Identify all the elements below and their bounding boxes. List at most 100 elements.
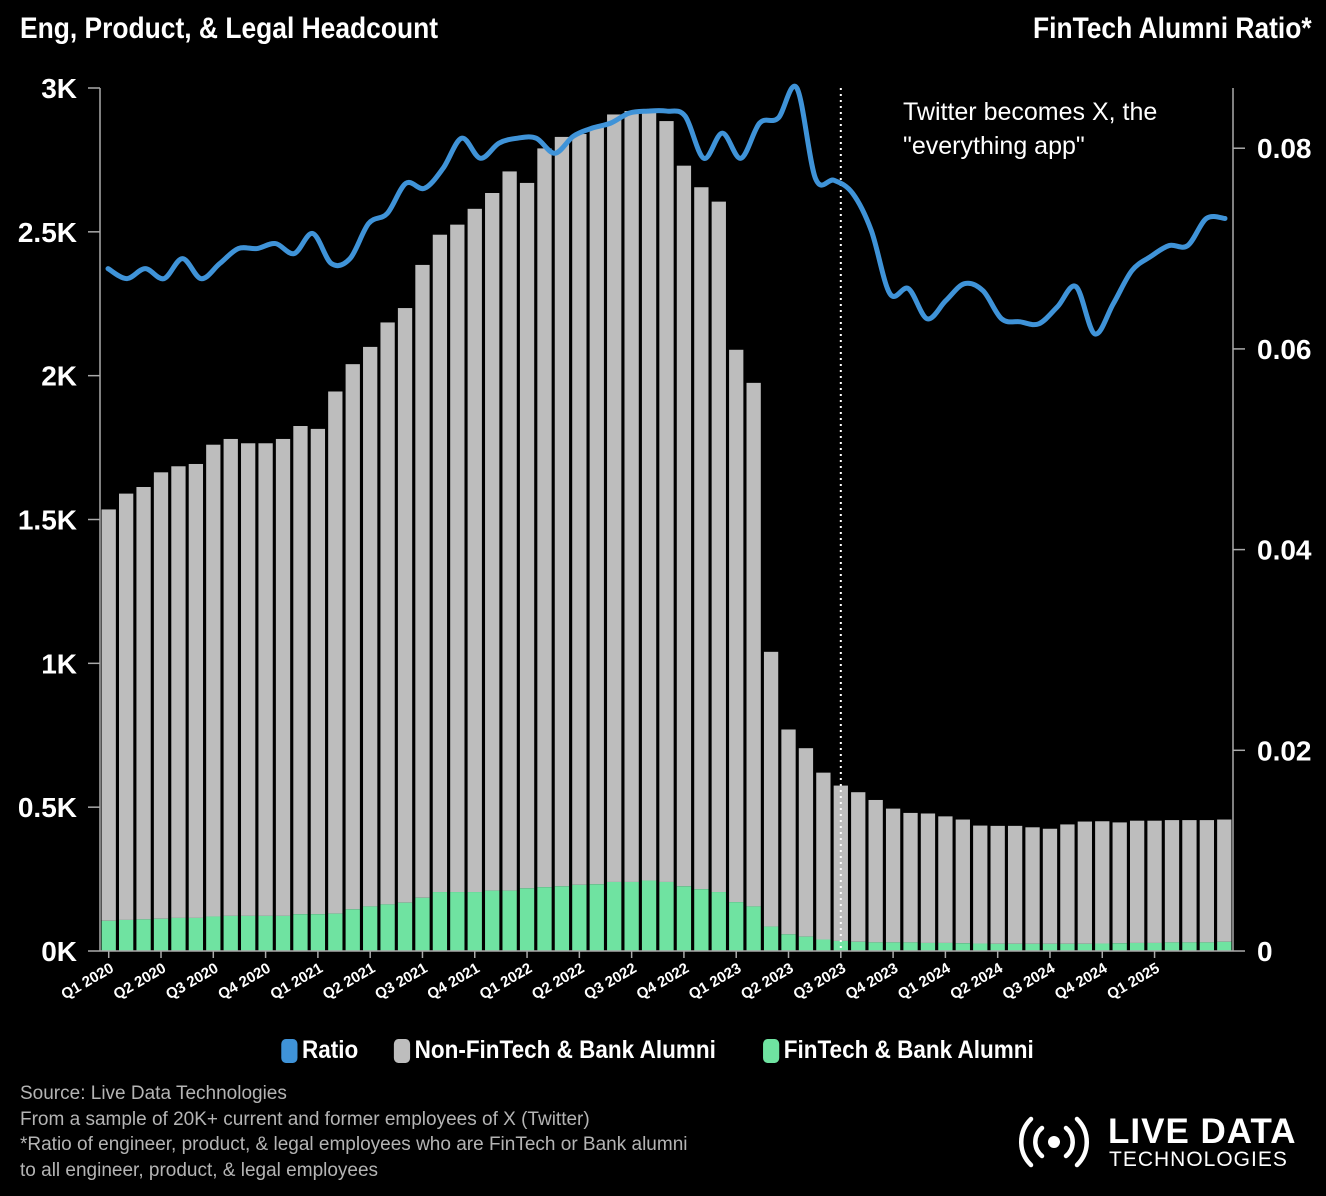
x-axis-tick-label: Q3 2020 [163,960,221,1003]
x-axis-tick-label: Q4 2023 [843,960,901,1003]
legend-swatch-non-fintech [394,1038,411,1063]
bar-fintech [293,914,308,951]
legend-item-ratio: Ratio [281,1036,358,1065]
bar-non-fintech [816,772,831,940]
bar-fintech [763,926,779,951]
bar-fintech [816,939,831,951]
bar-fintech [1077,943,1092,951]
bar-fintech [415,897,430,951]
bar-fintech [502,890,517,951]
logo-text-technologies: TECHNOLOGIES [1109,1148,1288,1171]
annotation-text-line2: "everything app" [903,132,1085,160]
live-data-technologies-logo: LIVE DATA TECHNOLOGIES [1016,1112,1316,1172]
bar-fintech [641,880,657,951]
ratio-footnote-line-2: to all engineer, product, & legal employ… [20,1159,379,1181]
bar-fintech [363,906,378,951]
x-axis-tick-label: Q3 2023 [790,960,848,1003]
x-axis-tick-label: Q4 2022 [634,960,692,1003]
right-axis-tick-label: 0.06 [1257,334,1312,365]
x-axis-tick-label: Q3 2021 [372,960,430,1003]
right-axis-tick-label: 0 [1257,936,1273,967]
bar-fintech [903,942,918,951]
bar-fintech [920,942,936,951]
logo-text-live-data: LIVE DATA [1108,1112,1297,1151]
legend-label-fintech: FinTech & Bank Alumni [783,1036,1034,1064]
bar-non-fintech [450,224,465,893]
source-notes: Source: Live Data Technologies From a sa… [20,1081,688,1183]
bar-non-fintech [345,364,360,910]
bar-fintech [746,906,761,951]
bar-non-fintech [1217,819,1232,942]
right-axis-tick-label: 0.02 [1257,735,1312,766]
bar-non-fintech [920,813,936,943]
bar-non-fintech [763,651,779,927]
bar-non-fintech [171,466,186,918]
legend: Ratio Non-FinTech & Bank Alumni FinTech … [0,1036,1326,1065]
x-axis-tick-label: Q2 2022 [529,960,587,1003]
bar-fintech [485,890,500,951]
bar-non-fintech [1077,821,1092,944]
left-axis-tick-label: 2K [41,361,77,392]
bar-fintech [1129,942,1145,951]
bar-non-fintech [310,428,326,915]
bar-fintech [572,884,587,951]
bar-non-fintech [694,187,709,890]
bar-non-fintech [1199,820,1215,943]
bar-non-fintech [729,349,744,903]
bar-non-fintech [258,443,273,916]
bar-fintech [990,943,1005,951]
bar-non-fintech [572,134,587,885]
chart-title-right: FinTech Alumni Ratio* [1033,12,1312,45]
bar-non-fintech [990,825,1005,944]
right-axis-tick-label: 0.04 [1257,535,1312,566]
bar-non-fintech [973,825,988,944]
chart-title-left: Eng, Product, & Legal Headcount [20,12,439,45]
bar-fintech [223,915,238,951]
bar-fintech [1199,942,1215,951]
bar-non-fintech [781,729,796,935]
x-axis-tick-label: Q1 2025 [1104,960,1162,1003]
bar-fintech [467,892,482,951]
bar-fintech [973,943,988,951]
bar-non-fintech [607,114,622,882]
bar-non-fintech [676,165,692,887]
bar-non-fintech [206,444,221,917]
bar-non-fintech [1025,827,1040,944]
bar-fintech [833,940,848,951]
bar-non-fintech [711,201,726,893]
bar-fintech [171,917,186,951]
x-axis-tick-label: Q2 2020 [111,960,169,1003]
bar-non-fintech [1060,824,1075,944]
bar-non-fintech [432,234,448,893]
bar-fintech [1060,943,1075,951]
bar-non-fintech [328,391,343,914]
x-axis-tick-label: Q2 2021 [320,960,378,1003]
bar-fintech [1112,943,1127,951]
annotation-text-line1: Twitter becomes X, the [903,98,1157,126]
sample-note-line: From a sample of 20K+ current and former… [20,1108,590,1130]
bar-fintech [676,886,692,951]
bar-non-fintech [1007,825,1023,944]
left-axis-tick-label: 1.5K [18,505,77,536]
bar-non-fintech [1164,820,1180,943]
bar-fintech [450,892,465,951]
bar-fintech [118,919,134,951]
bar-non-fintech [485,192,500,891]
bar-fintech [432,892,448,951]
ratio-line [105,83,1228,337]
x-axis-tick-label: Q1 2024 [895,959,954,1003]
bar-non-fintech [363,346,378,907]
bar-fintech [554,886,570,951]
bar-fintech [711,892,726,951]
bar-non-fintech [1147,820,1162,943]
left-axis-tick-label: 2.5K [18,217,77,248]
bar-non-fintech [136,486,151,920]
bar-non-fintech [641,111,657,881]
bar-fintech [258,915,273,951]
bar-non-fintech [293,426,308,915]
bar-fintech [275,915,291,951]
bar-non-fintech [275,438,291,916]
bar-fintech [851,941,866,951]
bar-fintech [1164,942,1180,951]
x-axis-tick-label: Q2 2023 [738,960,796,1003]
